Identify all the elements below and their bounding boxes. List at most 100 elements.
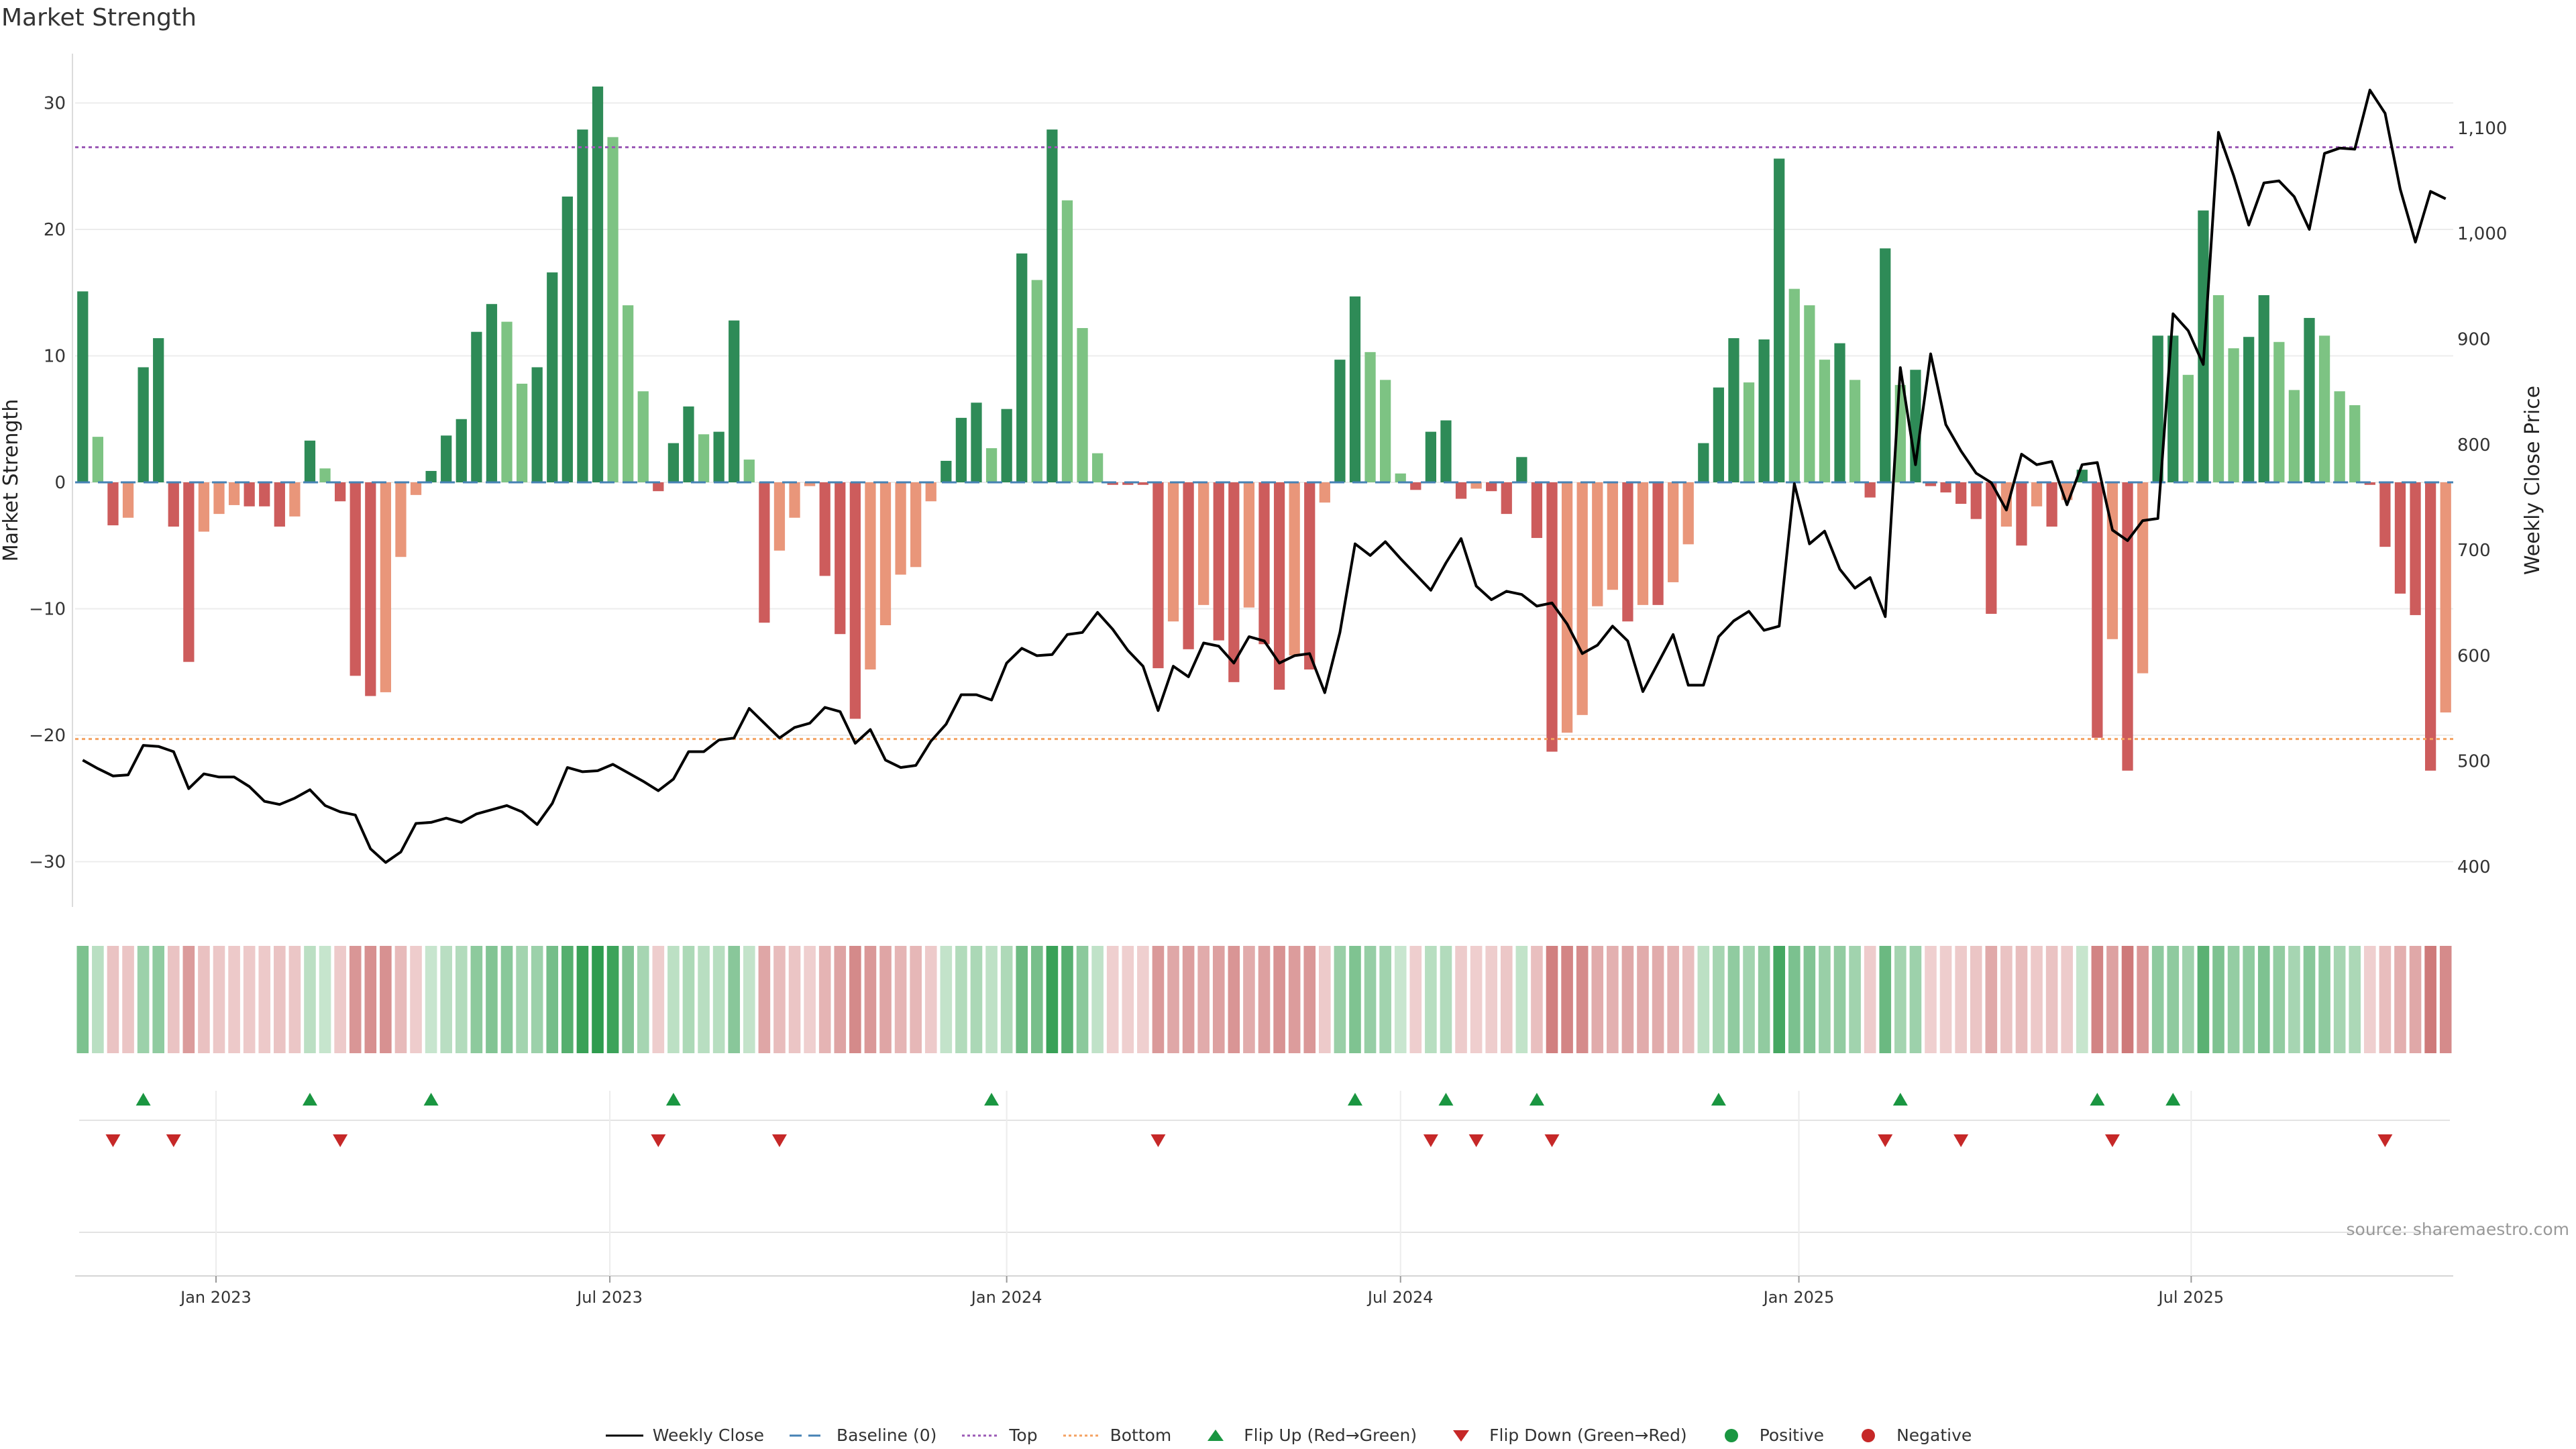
y2-tick-label: 1,100 — [2457, 119, 2507, 139]
y-tick-label: 30 — [44, 94, 66, 114]
strength-bar — [1319, 482, 1330, 503]
heat-cell — [364, 946, 377, 1053]
heat-cell — [2364, 946, 2376, 1053]
strength-bar — [713, 431, 724, 482]
heat-cell — [788, 946, 801, 1053]
heat-cell — [500, 946, 513, 1053]
heat-cell — [758, 946, 771, 1053]
strength-bar — [1470, 482, 1482, 489]
strength-bar — [2152, 335, 2163, 482]
strength-bar — [1107, 482, 1118, 485]
strength-bar — [168, 482, 179, 527]
heat-cell — [213, 946, 225, 1053]
flip-down-marker — [771, 1134, 787, 1147]
heat-cell — [1727, 946, 1740, 1053]
strength-bar — [1046, 129, 1058, 482]
heat-cell — [2106, 946, 2118, 1053]
legend-swatch — [1208, 1429, 1224, 1441]
heat-cell — [274, 946, 286, 1053]
heat-cell — [440, 946, 453, 1053]
strength-bar — [1668, 482, 1679, 582]
heat-cell — [1440, 946, 1452, 1053]
heat-cell — [1849, 946, 1861, 1053]
strength-bar — [819, 482, 830, 576]
heat-cell — [818, 946, 831, 1053]
heat-cell — [576, 946, 589, 1053]
heat-cell — [2212, 946, 2224, 1053]
heat-cell — [334, 946, 346, 1053]
heat-cell — [1152, 946, 1165, 1053]
strength-bar — [683, 406, 694, 482]
strength-bar — [895, 482, 906, 575]
strength-bar — [380, 482, 392, 692]
flip-up-marker — [2090, 1093, 2105, 1106]
strength-bar — [471, 331, 482, 482]
heat-cell — [288, 946, 301, 1053]
flip-up-marker — [2165, 1093, 2181, 1106]
heat-cell — [834, 946, 847, 1053]
heat-cell — [1288, 946, 1301, 1053]
strength-bar — [228, 482, 240, 505]
legend-label: Top — [1009, 1426, 1038, 1445]
weekly-close-series — [82, 89, 2447, 864]
heat-cell — [1394, 946, 1407, 1053]
heat-cell — [92, 946, 104, 1053]
flip-up-marker — [984, 1093, 1000, 1106]
heat-cell — [410, 946, 422, 1053]
strength-bar — [1652, 482, 1664, 605]
heat-cell — [682, 946, 695, 1053]
chart-title: Market Strength — [1, 4, 197, 32]
strength-bar — [1743, 382, 1755, 482]
heat-cell — [1864, 946, 1876, 1053]
heat-cell — [1985, 946, 1998, 1053]
strength-bar — [350, 482, 361, 676]
heat-cell — [894, 946, 907, 1053]
strength-bar — [2394, 482, 2406, 594]
strength-bar — [804, 482, 816, 486]
heat-cell — [1758, 946, 1770, 1053]
heat-cell — [1925, 946, 1937, 1053]
heat-cell — [1258, 946, 1271, 1053]
y2-tick-label: 400 — [2457, 857, 2491, 877]
heat-cell — [728, 946, 741, 1053]
heat-cell — [243, 946, 256, 1053]
strength-bar — [879, 482, 892, 626]
heat-cell — [122, 946, 134, 1053]
strength-bar — [2349, 405, 2361, 482]
strength-bar — [1016, 253, 1028, 482]
strength-bar — [2106, 482, 2118, 639]
flip-down-marker — [333, 1134, 348, 1147]
strength-bar — [138, 367, 149, 482]
y-tick-label: −10 — [29, 600, 66, 620]
strength-bar — [1925, 482, 1937, 486]
legend-item-top: Top — [961, 1426, 1038, 1445]
flip-up-marker — [1347, 1093, 1362, 1106]
strength-bar — [1637, 482, 1649, 605]
heat-cell — [1379, 946, 1391, 1053]
flip-down-marker — [1423, 1134, 1438, 1147]
strength-bar — [1228, 482, 1240, 682]
strength-bar — [2364, 482, 2375, 485]
flip-down-marker — [1468, 1134, 1484, 1147]
heat-cell — [76, 946, 89, 1053]
strength-bar — [1425, 431, 1437, 482]
strength-bar — [1213, 482, 1224, 641]
heat-cell — [2031, 946, 2043, 1053]
strength-bar — [1364, 352, 1376, 482]
flip-down-marker — [1878, 1134, 1893, 1147]
heat-cell — [1455, 946, 1467, 1053]
heat-cell — [561, 946, 574, 1053]
strength-bar — [592, 86, 604, 482]
heat-cell — [1713, 946, 1725, 1053]
flip-down-marker — [1150, 1134, 1166, 1147]
flip-down-marker — [166, 1134, 181, 1147]
heat-cell — [2091, 946, 2104, 1053]
y2-tick-label: 800 — [2457, 435, 2491, 455]
flip-down-marker — [105, 1134, 121, 1147]
strength-bar — [2334, 391, 2345, 482]
flip-down-marker — [651, 1134, 666, 1147]
x-tick-label: Jul 2023 — [576, 1288, 643, 1307]
flip-down-marker — [2104, 1134, 2120, 1147]
strength-bar — [2137, 482, 2149, 674]
strength-bar — [667, 443, 680, 482]
